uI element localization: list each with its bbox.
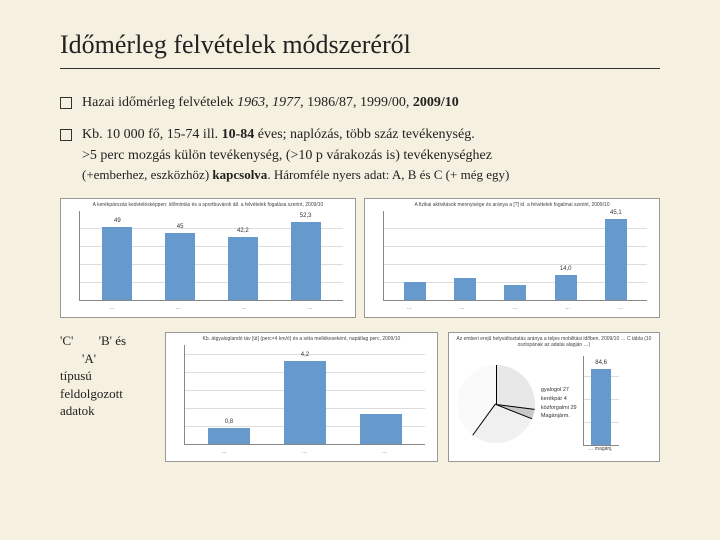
slide-title: Időmérleg felvételek módszeréről xyxy=(60,30,660,60)
bar xyxy=(504,285,526,299)
x-label: … xyxy=(618,305,623,311)
chart-3-title: Kb. átgyaloglandó táv [út] (perc×4 km/ó)… xyxy=(170,337,433,343)
bullet-list: Hazai időmérleg felvételek 1963, 1977, 1… xyxy=(60,93,660,186)
st-c: 'C' xyxy=(60,333,73,348)
bar xyxy=(404,282,426,300)
bar-value-label: 4,2 xyxy=(301,352,309,358)
x-label: … xyxy=(382,449,387,455)
pie-slice-label: gyalogol 27 xyxy=(541,386,577,395)
x-label: … xyxy=(308,305,313,311)
bar: 45,1 xyxy=(605,219,627,299)
chart-2-title: A fizikai aktivitások mennyisége és arán… xyxy=(369,203,655,209)
bar: 45 xyxy=(165,233,195,300)
b1-prefix: Hazai időmérleg felvételek xyxy=(82,95,237,110)
b2-3c: . Háromféle nyers adat: xyxy=(267,167,392,182)
bar-value-label: 42,2 xyxy=(237,228,249,234)
b1-italic: 1963, 1977 xyxy=(237,95,300,110)
x-label: … xyxy=(407,305,412,311)
b2-1a: Kb. 10 000 fő, 15-74 ill. xyxy=(82,127,222,142)
chart-2-xlabels: … … … … … xyxy=(383,305,647,311)
chart-4: Az emberi erejű helyváltoztatás aránya a… xyxy=(448,332,660,462)
bar-value-label: 14,0 xyxy=(560,266,572,272)
bullet-2: Kb. 10 000 fő, 15-74 ill. 10-84 éves; na… xyxy=(60,125,660,186)
st-l1: típusú xyxy=(60,368,92,383)
b2-3e: és xyxy=(420,167,431,182)
bar xyxy=(454,278,476,299)
st-l2: feldolgozott xyxy=(60,386,123,401)
b1-rest: , 1986/87, 1999/00, xyxy=(300,95,413,110)
pie-slice-label: közforgalmi 29 xyxy=(541,404,577,413)
bar-value-label: 52,3 xyxy=(300,213,312,219)
title-divider xyxy=(60,68,660,69)
b2-1c: éves; naplózás, több száz tevékenység. xyxy=(254,127,474,142)
st-b: 'B' és xyxy=(77,332,126,350)
bottom-row: 'C' 'B' és 'A' típusú feldolgozott adato… xyxy=(60,332,660,462)
pie-slice-label: Magánjárm. xyxy=(541,412,577,421)
bar-value-label: 45 xyxy=(177,224,184,230)
bar: 0,8 xyxy=(208,428,250,444)
pie-chart xyxy=(457,365,535,443)
chart-3: Kb. átgyaloglandó táv [út] (perc×4 km/ó)… xyxy=(165,332,438,462)
b2-2: >5 perc mozgás külön tevékenység, (>10 p… xyxy=(82,148,492,163)
chart-1-bars: 49 45 42,2 52,3 xyxy=(79,211,343,301)
chart-2: A fizikai aktivitások mennyisége és arán… xyxy=(364,198,660,318)
chart-3-bars: 0,8 4,2 xyxy=(184,345,425,445)
bar: 14,0 xyxy=(555,275,577,300)
x-label: … xyxy=(302,449,307,455)
chart-2-bars: 14,0 45,1 xyxy=(383,211,647,301)
pie-labels: gyalogol 27kerékpár 4közforgalmi 29Magán… xyxy=(541,386,577,421)
bar: 4,2 xyxy=(284,361,326,444)
chart-3-xlabels: … … … xyxy=(184,449,425,455)
st-a: 'A' xyxy=(60,350,96,368)
chart-4-bar-label: 84,6 xyxy=(595,360,607,366)
b2-3f: C (+ még egy) xyxy=(431,167,510,182)
st-l3: adatok xyxy=(60,403,95,418)
bar-value-label: 49 xyxy=(114,218,121,224)
b2-3b: kapcsolva xyxy=(212,167,267,182)
side-text: 'C' 'B' és 'A' típusú feldolgozott adato… xyxy=(60,332,155,462)
b2-3a: (+emberhez, eszközhöz) xyxy=(82,167,212,182)
chart-1-title: A kerékpározás kedvtelésképpen: időmintá… xyxy=(65,203,351,209)
bar-value-label: 0,8 xyxy=(225,419,233,425)
bar: 49 xyxy=(102,227,132,300)
chart-1-xlabels: … … … … xyxy=(79,305,343,311)
x-label: … xyxy=(565,305,570,311)
x-label: … xyxy=(110,305,115,311)
chart-4-bar-xlabel: … magánj. xyxy=(589,446,613,452)
bar: 42,2 xyxy=(228,237,258,300)
bar xyxy=(360,414,402,444)
chart-4-bar: 84,6 xyxy=(591,369,611,444)
chart-1: A kerékpározás kedvtelésképpen: időmintá… xyxy=(60,198,356,318)
top-charts-row: A kerékpározás kedvtelésképpen: időmintá… xyxy=(60,198,660,318)
x-label: … xyxy=(222,449,227,455)
chart-4-title: Az emberi erejű helyváltoztatás aránya a… xyxy=(453,337,655,348)
x-label: … xyxy=(512,305,517,311)
b2-3d: A, B xyxy=(392,167,420,182)
pie-slice-label: kerékpár 4 xyxy=(541,395,577,404)
chart-4-body: gyalogol 27kerékpár 4közforgalmi 29Magán… xyxy=(453,350,655,457)
b1-bold: 2009/10 xyxy=(413,95,459,110)
x-label: … xyxy=(242,305,247,311)
chart-4-bar-area: 84,6 xyxy=(583,356,619,446)
bar-value-label: 45,1 xyxy=(610,210,622,216)
x-label: … xyxy=(176,305,181,311)
x-label: … xyxy=(460,305,465,311)
bar: 52,3 xyxy=(291,222,321,300)
bullet-1: Hazai időmérleg felvételek 1963, 1977, 1… xyxy=(60,93,660,113)
b2-1b: 10-84 xyxy=(222,127,255,142)
